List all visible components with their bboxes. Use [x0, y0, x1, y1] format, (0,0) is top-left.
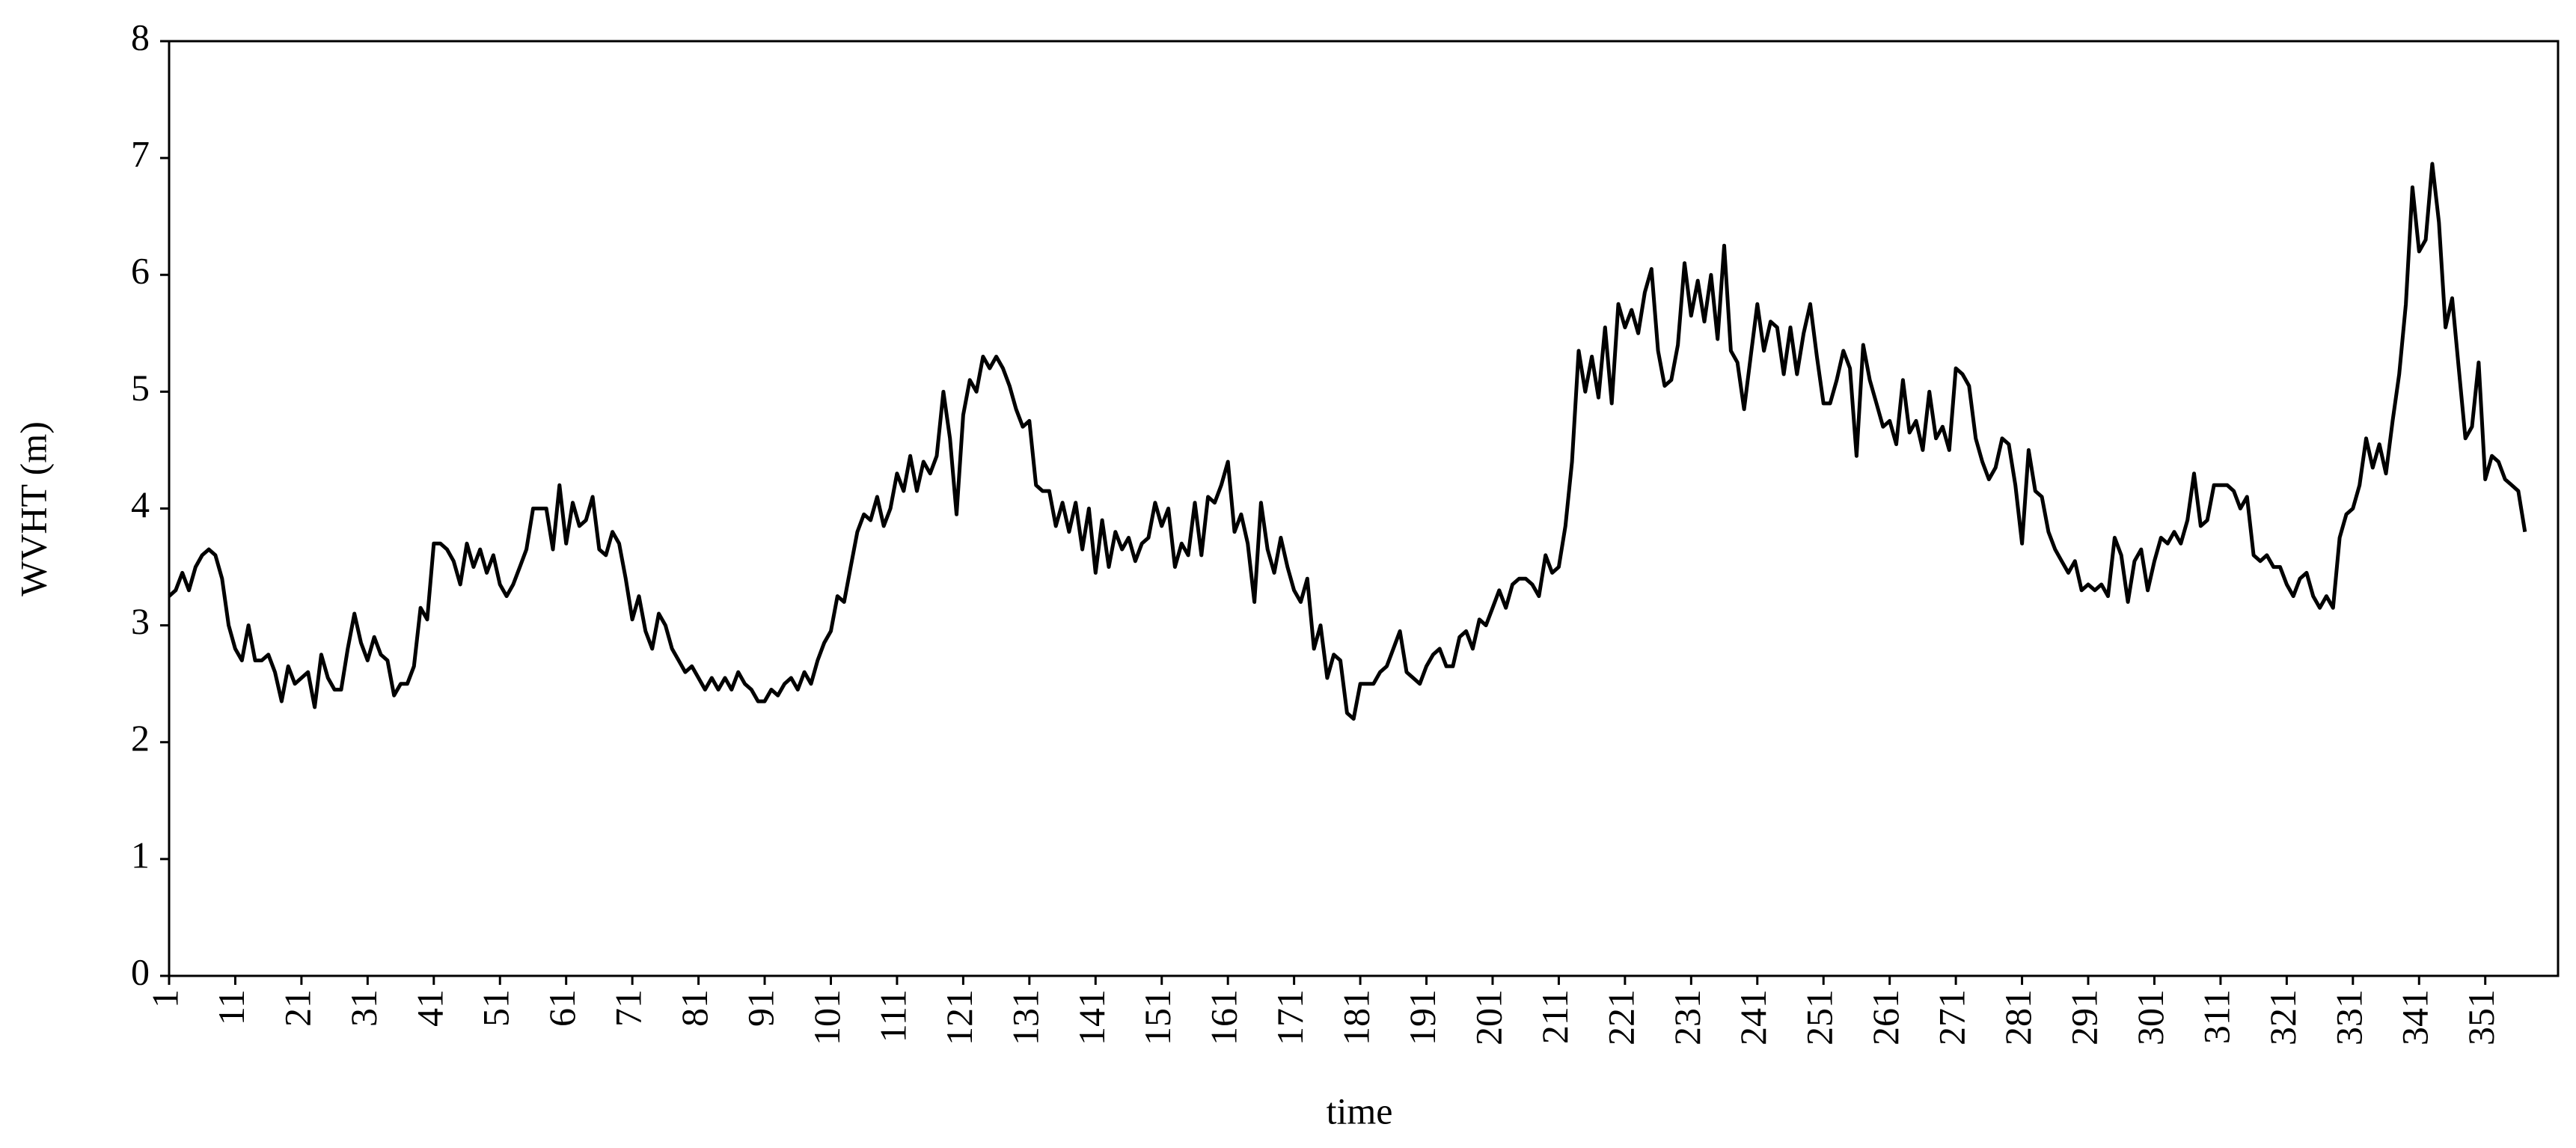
x-tick-label: 331: [2328, 989, 2370, 1045]
x-tick-label: 291: [2063, 989, 2105, 1045]
x-tick-label: 221: [1600, 989, 1642, 1045]
x-tick-label: 191: [1401, 989, 1443, 1045]
y-tick-label: 4: [131, 483, 150, 525]
x-tick-label: 251: [1799, 989, 1841, 1045]
x-tick-label: 121: [938, 989, 980, 1045]
y-tick-label: 0: [131, 950, 150, 992]
x-tick-label: 321: [2262, 989, 2304, 1045]
x-tick-label: 201: [1467, 989, 1509, 1045]
x-tick-label: 301: [2129, 989, 2171, 1045]
x-tick-label: 271: [1931, 989, 1973, 1045]
y-axis-label: WVHT (m): [12, 421, 54, 596]
y-tick-label: 2: [131, 717, 150, 759]
y-tick-label: 5: [131, 367, 150, 409]
y-tick-label: 3: [131, 600, 150, 642]
x-tick-label: 281: [1997, 989, 2039, 1045]
x-tick-label: 261: [1864, 989, 1906, 1045]
y-tick-label: 8: [131, 16, 150, 58]
x-tick-label: 11: [210, 989, 252, 1025]
x-tick-label: 31: [343, 989, 385, 1027]
x-tick-label: 341: [2394, 989, 2436, 1045]
x-tick-label: 101: [806, 989, 848, 1045]
x-tick-label: 161: [1203, 989, 1245, 1045]
x-tick-label: 211: [1534, 989, 1576, 1044]
data-line: [168, 162, 2527, 721]
x-tick-label: 41: [409, 989, 450, 1027]
x-tick-label: 21: [276, 989, 318, 1027]
x-tick-label: 151: [1136, 989, 1178, 1045]
x-tick-label: 81: [673, 989, 715, 1027]
x-tick-label: 231: [1666, 989, 1708, 1045]
y-tick-label: 7: [131, 133, 150, 175]
x-tick-label: 131: [1004, 989, 1046, 1045]
x-tick-label: 51: [475, 989, 517, 1027]
x-tick-label: 181: [1336, 989, 1377, 1045]
y-tick-label: 1: [131, 834, 150, 876]
x-tick-label: 311: [2195, 989, 2237, 1044]
x-tick-label: 241: [1732, 989, 1774, 1045]
x-tick-label: 61: [541, 989, 583, 1027]
y-tick-label: 6: [131, 250, 150, 292]
x-tick-label: 111: [872, 989, 914, 1042]
x-tick-label: 71: [608, 989, 649, 1027]
x-tick-label: 171: [1269, 989, 1311, 1045]
x-tick-label: 91: [740, 989, 782, 1027]
x-tick-label: 1: [144, 989, 186, 1008]
x-axis-label: time: [1327, 1090, 1393, 1132]
x-tick-label: 351: [2460, 989, 2502, 1045]
x-tick-label: 141: [1071, 989, 1113, 1045]
